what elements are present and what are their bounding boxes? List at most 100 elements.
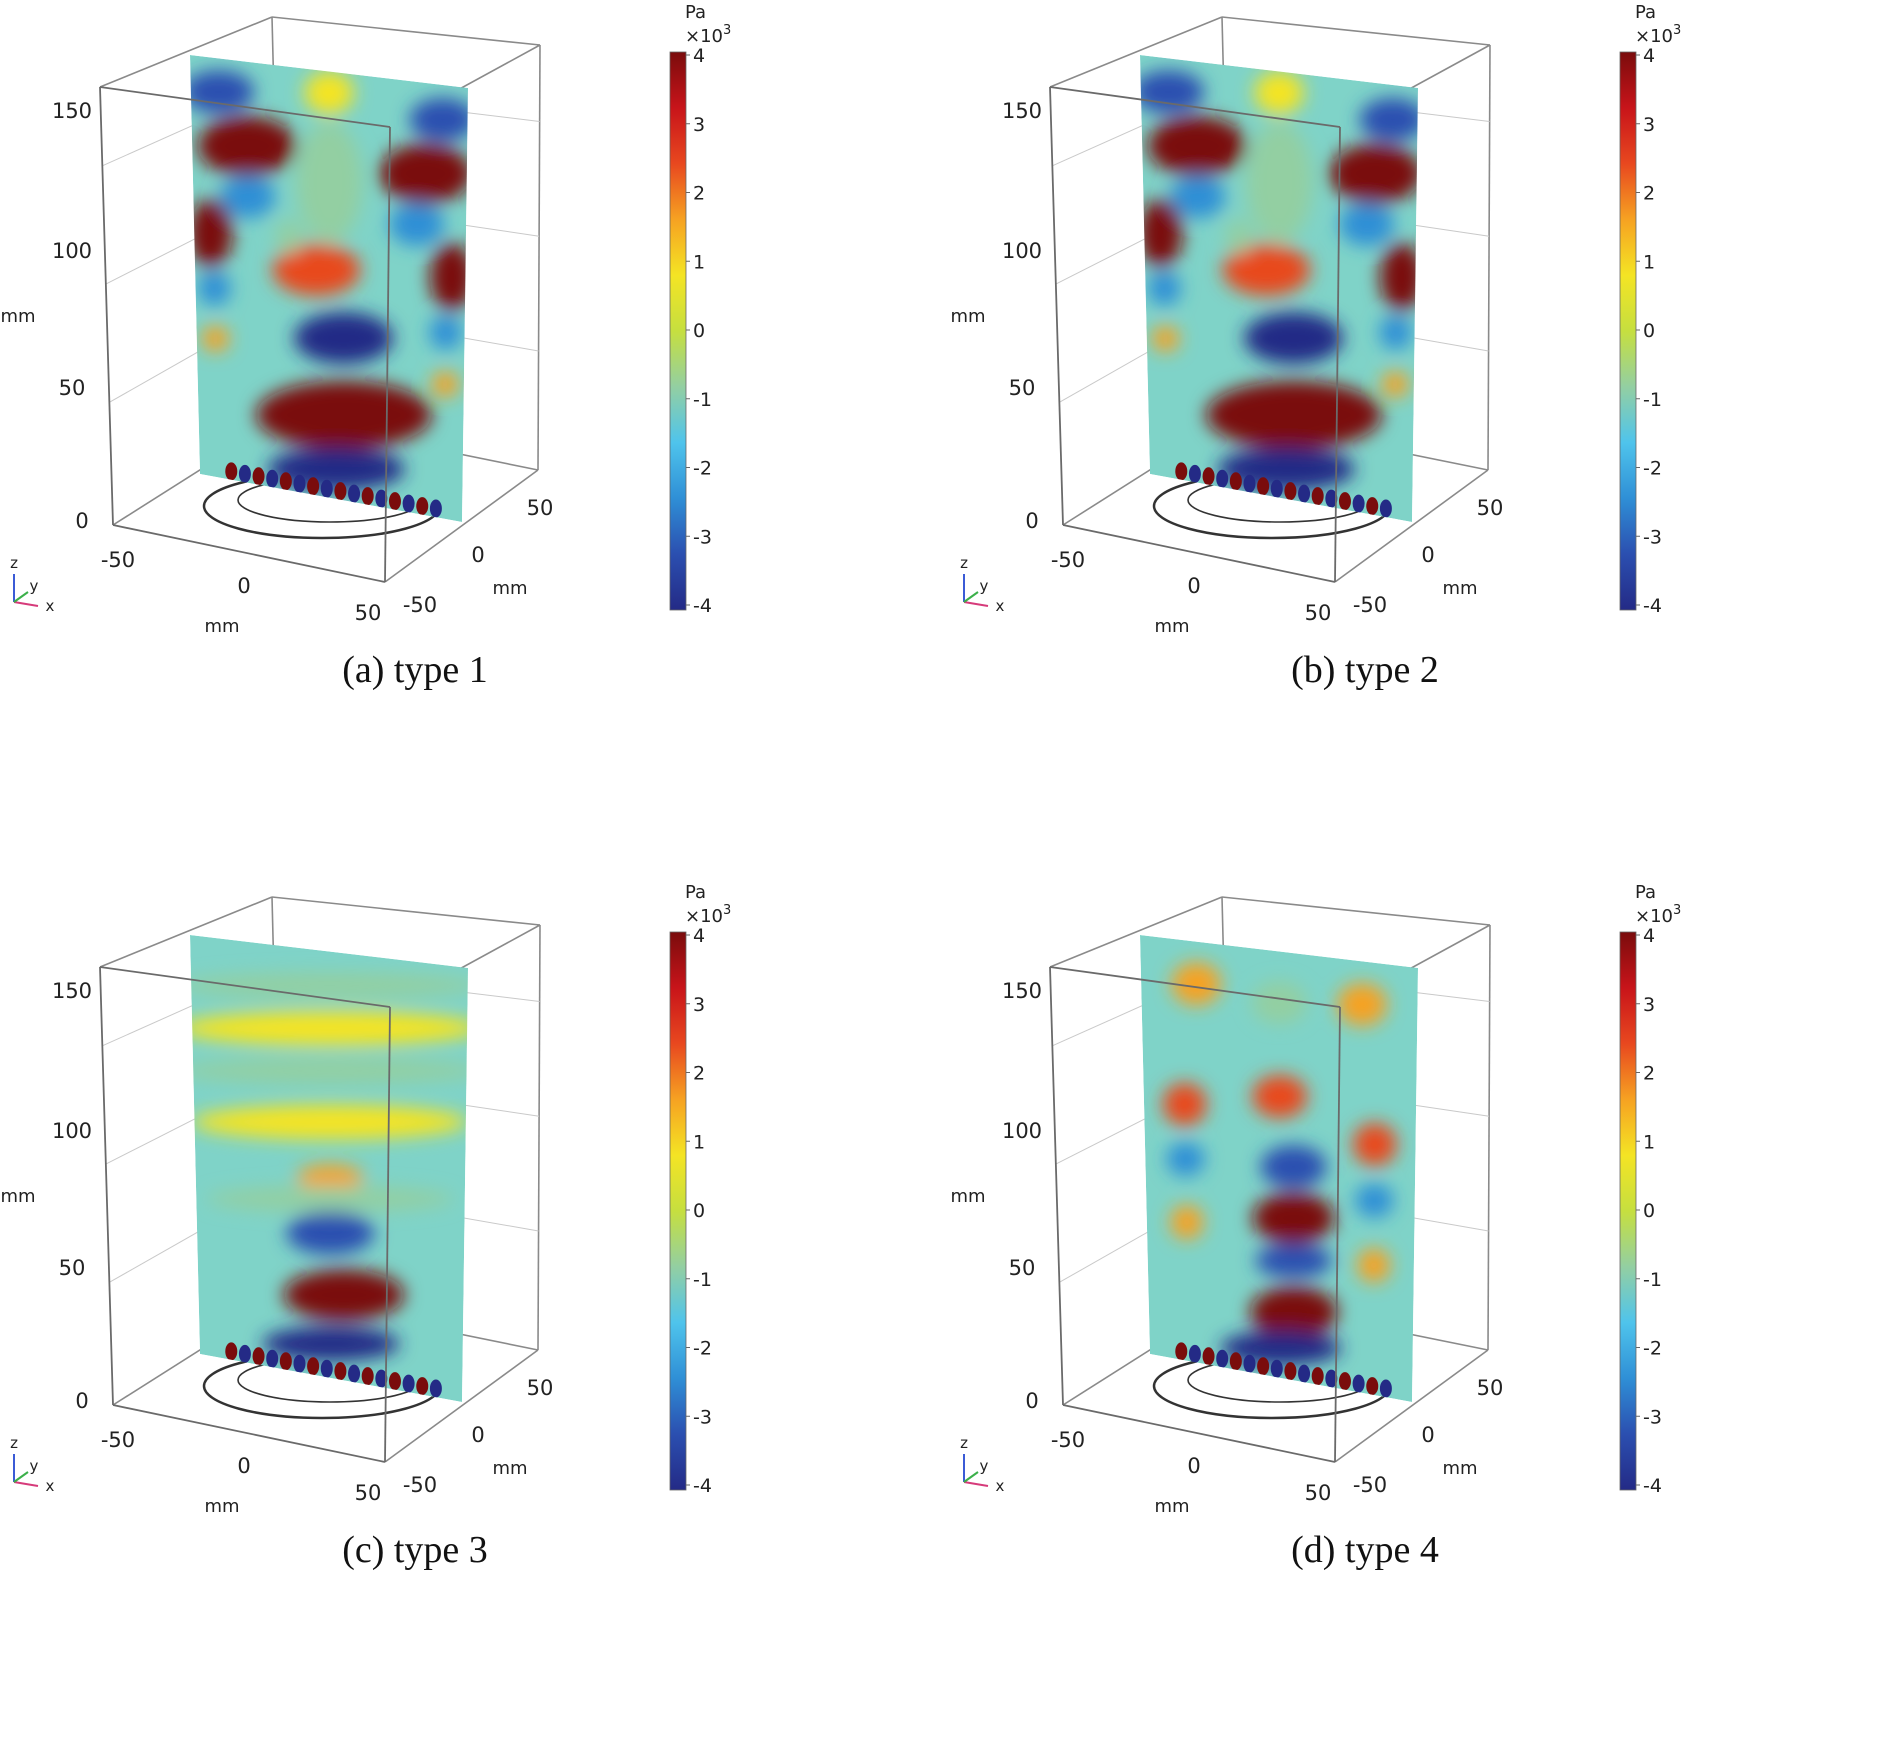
near-field-dot bbox=[293, 474, 306, 493]
box-edge bbox=[271, 16, 541, 46]
z-tick-label: 100 bbox=[1002, 239, 1042, 263]
z-tick-label: 0 bbox=[1025, 1389, 1038, 1413]
triad-y-axis bbox=[13, 1471, 29, 1483]
near-field-dot bbox=[1379, 1379, 1392, 1398]
colorbar-tick-label: -1 bbox=[1643, 1269, 1662, 1291]
field-lobe bbox=[190, 1011, 468, 1046]
colorbar-tick-label: 2 bbox=[1643, 183, 1655, 205]
field-lobe bbox=[431, 371, 459, 398]
near-field-dot bbox=[1216, 1349, 1229, 1368]
y-tick-label: 0 bbox=[1421, 1423, 1434, 1447]
z-tick-label: 0 bbox=[75, 1389, 88, 1413]
x-tick-label: -50 bbox=[1051, 548, 1085, 572]
colorbar-gradient bbox=[669, 51, 687, 611]
near-field-dot bbox=[320, 1359, 333, 1378]
colorbar-unit: Pa bbox=[685, 2, 706, 23]
near-field-dot bbox=[1284, 1362, 1297, 1381]
colorbar-tick-label: -1 bbox=[1643, 389, 1662, 411]
colorbar-multiplier: ×103 bbox=[685, 23, 731, 47]
field-lobe bbox=[1379, 315, 1413, 350]
z-tick-label: 100 bbox=[1002, 1119, 1042, 1143]
field-lobe bbox=[1260, 1145, 1327, 1189]
near-field-dot bbox=[348, 1364, 361, 1383]
field-lobe bbox=[378, 143, 468, 204]
near-field-dot bbox=[1338, 492, 1351, 511]
near-field-dot bbox=[1216, 469, 1229, 488]
field-lobe bbox=[1140, 70, 1205, 114]
colorbar-tick-label: 2 bbox=[693, 1063, 705, 1085]
panel-type-4: 150 100 50 0 mm -50 0 50 mm 50 0 -50 mm z y x Pa ×103 4 3 2 1… bbox=[950, 880, 1900, 1760]
pressure-field-plane bbox=[190, 55, 468, 522]
y-tick-label: 0 bbox=[471, 543, 484, 567]
near-field-dot bbox=[1298, 484, 1311, 503]
field-lobe bbox=[272, 244, 361, 296]
near-field-dot bbox=[1257, 1357, 1270, 1376]
triad-x-axis bbox=[13, 601, 39, 607]
field-lobe bbox=[1255, 1243, 1333, 1278]
y-tick-label: 50 bbox=[527, 496, 554, 520]
y-tick-label: -50 bbox=[1353, 1473, 1387, 1497]
box-edge bbox=[1049, 16, 1223, 88]
box-edge bbox=[384, 1349, 539, 1463]
triad-y-label: y bbox=[30, 577, 39, 595]
near-field-dot bbox=[1243, 474, 1256, 493]
near-field-dot bbox=[320, 479, 333, 498]
pressure-field-plane bbox=[190, 935, 468, 1402]
colorbar-unit: Pa bbox=[1635, 882, 1656, 903]
colorbar-tick-label: -2 bbox=[1643, 458, 1662, 480]
field-lobe bbox=[389, 202, 445, 246]
field-lobe bbox=[1225, 219, 1253, 254]
near-field-dot bbox=[1325, 1369, 1338, 1388]
triad-y-axis bbox=[13, 591, 29, 603]
colorbar-tick-label: 0 bbox=[693, 1200, 705, 1222]
box-edge bbox=[1221, 896, 1491, 926]
triad-x-axis bbox=[963, 1481, 989, 1487]
colorbar-tick-label: -4 bbox=[1643, 595, 1662, 617]
near-field-dot bbox=[1298, 1364, 1311, 1383]
field-lobe bbox=[275, 219, 303, 254]
field-lobe bbox=[297, 1164, 364, 1191]
near-field-dot bbox=[1175, 462, 1188, 481]
near-field-dot bbox=[1379, 499, 1392, 518]
box-edge bbox=[1062, 1404, 1336, 1463]
near-field-pattern bbox=[1175, 1342, 1392, 1398]
field-lobe bbox=[409, 98, 468, 142]
near-field-dot bbox=[429, 499, 442, 518]
z-axis-unit: mm bbox=[950, 1186, 985, 1207]
near-field-pattern bbox=[1175, 462, 1392, 518]
x-axis-unit: mm bbox=[204, 1496, 239, 1517]
x-axis-unit: mm bbox=[1154, 1496, 1189, 1517]
near-field-pattern bbox=[225, 462, 442, 518]
near-field-dot bbox=[1188, 464, 1201, 483]
y-tick-label: 50 bbox=[1477, 1376, 1504, 1400]
colorbar-tick-label: 3 bbox=[1643, 994, 1655, 1016]
colorbar-tick-label: -4 bbox=[1643, 1475, 1662, 1497]
triad-x-label: x bbox=[996, 1477, 1005, 1495]
near-field-dot bbox=[416, 497, 429, 516]
panel-type-1: 150 100 50 0 mm -50 0 50 mm 50 0 -50 mm z y x Pa ×103 4 3 2 1… bbox=[0, 0, 950, 880]
box-edge bbox=[1049, 86, 1064, 526]
field-lobe bbox=[1339, 202, 1395, 246]
field-lobe bbox=[1254, 71, 1304, 115]
field-lobe bbox=[1381, 371, 1409, 398]
field-lobe bbox=[201, 325, 230, 352]
near-field-dot bbox=[238, 1344, 251, 1363]
colorbar-tick-label: -4 bbox=[693, 1475, 712, 1497]
colorbar-multiplier: ×103 bbox=[1635, 23, 1681, 47]
box-edge bbox=[537, 924, 541, 1351]
colorbar-tick-label: 4 bbox=[693, 45, 705, 67]
field-lobe bbox=[255, 380, 432, 450]
colorbar-gradient bbox=[1619, 51, 1637, 611]
x-tick-label: 50 bbox=[1305, 601, 1332, 625]
x-tick-label: 0 bbox=[1187, 1454, 1200, 1478]
near-field-dot bbox=[1352, 1374, 1365, 1393]
box-edge bbox=[1334, 469, 1489, 583]
panel-type-2: 150 100 50 0 mm -50 0 50 mm 50 0 -50 mm z y x Pa ×103 4 3 2 1… bbox=[950, 0, 1900, 880]
field-lobe bbox=[192, 1104, 468, 1140]
triad-y-axis bbox=[963, 591, 979, 603]
triad-y-label: y bbox=[30, 1457, 39, 1475]
field-lobe bbox=[1222, 244, 1311, 296]
field-lobe bbox=[286, 1211, 375, 1255]
box-edge bbox=[1049, 966, 1341, 1008]
